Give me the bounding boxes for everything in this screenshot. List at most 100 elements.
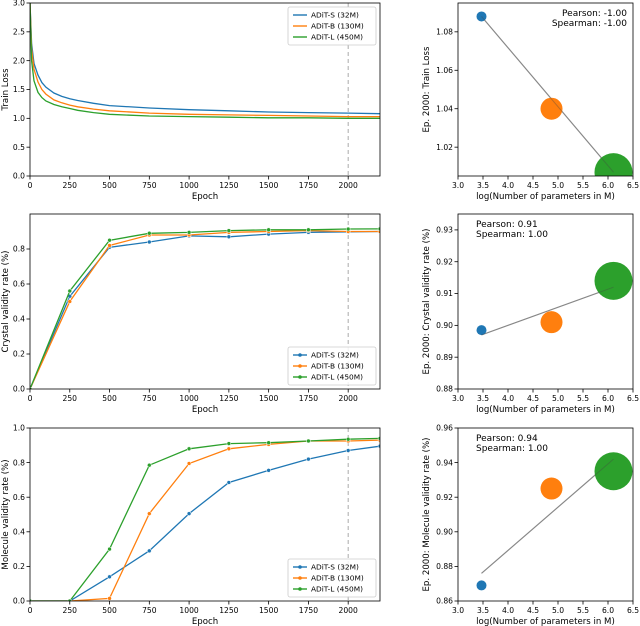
crystal-scatter-panel: 3.0 3.5 4.0 4.5 5.0 5.5 6.0 6.5 0.88 0.89 0.90 0.91… (422, 213, 639, 415)
crystal-curve-legend: ADiT-S (32M) ADiT-B (130M) ADiT-L (450M) (287, 346, 377, 386)
molecule-curve-series-point (147, 462, 152, 468)
crystal-curve-series-point (186, 230, 192, 235)
crystal-curve-legend-marker (298, 375, 302, 379)
loss-scatter-xtick-label: 5.0 (552, 181, 564, 190)
loss-scatter-ytick-label: 1.06 (436, 66, 453, 75)
crystal-curve-series-point (67, 299, 73, 304)
molecule-curve-series-point (266, 468, 271, 473)
loss-curve-xtick-label: 250 (63, 181, 78, 190)
loss-curve-series-line-0 (30, 3, 380, 115)
crystal-scatter-ytick-label: 0.92 (436, 257, 453, 266)
loss-curve-ylabel: Train Loss (1, 68, 11, 112)
crystal-scatter-xtick-label: 6.5 (627, 394, 639, 403)
loss-scatter-ytick-label: 1.02 (436, 143, 453, 152)
molecule-scatter-ytick-label: 0.88 (436, 562, 453, 571)
crystal-curve-xtick-label: 0 (28, 394, 33, 403)
crystal-scatter-xtick-label: 5.5 (577, 394, 589, 403)
molecule-scatter-xtick-label: 6.0 (602, 606, 614, 615)
molecule-curve-legend-label: ADiT-B (130M) (311, 574, 364, 583)
crystal-curve-legend-marker (298, 353, 302, 357)
molecule-curve-series-point (306, 438, 311, 444)
molecule-curve-ylabel: Molecule validity rate (%) (1, 459, 11, 569)
molecule-curve-xtick-label: 1000 (179, 606, 198, 615)
crystal-curve-xtick-label: 2000 (339, 394, 358, 403)
crystal-scatter-point-2 (594, 261, 633, 300)
loss-curve-xtick-label: 1250 (219, 181, 238, 190)
molecule-curve-xlabel: Epoch (192, 617, 218, 626)
molecule-scatter-xtick-label: 4.5 (527, 606, 539, 615)
crystal-curve-ytick-label: 0.2 (13, 350, 25, 359)
molecule-scatter-ytick-label: 0.96 (436, 424, 453, 433)
crystal-curve-xtick-label: 500 (102, 394, 117, 403)
molecule-curve-xtick-label: 500 (102, 606, 117, 615)
loss-scatter-point-1 (540, 97, 563, 120)
molecule-curve-series-point (377, 436, 380, 441)
crystal-curve-xlabel: Epoch (192, 405, 218, 415)
crystal-curve-series-point (147, 231, 152, 236)
molecule-curve-panel: 0 250 500 750 1000 1250 1500 1750 2000 0.0 0.2 0.4 0… (1, 424, 381, 626)
loss-curve-ytick-label: 0.0 (13, 172, 25, 181)
molecule-curve-series-point (377, 443, 380, 449)
molecule-curve-legend-marker (298, 565, 302, 569)
molecule-curve-series-point (186, 446, 192, 452)
crystal-curve-legend-marker (298, 364, 302, 368)
loss-curve-plot-area (30, 3, 380, 176)
loss-curve-ytick-label: 3.0 (13, 0, 25, 8)
loss-curve-xtick-label: 500 (102, 181, 117, 190)
loss-scatter-annotation-line: Spearman: -1.00 (552, 19, 627, 29)
molecule-curve-xtick-label: 1250 (219, 606, 238, 615)
crystal-curve-series-point (266, 227, 271, 232)
loss-curve-ytick-label: 2.0 (13, 56, 25, 65)
loss-scatter-annotation-line: Pearson: -1.00 (562, 9, 627, 19)
molecule-curve-xtick-label: 750 (142, 606, 157, 615)
molecule-curve-ytick-label: 0.8 (13, 458, 25, 467)
crystal-scatter-ylabel: Ep. 2000: Crystal validity rate (%) (422, 229, 432, 375)
loss-curve-xtick-label: 1500 (259, 181, 278, 190)
crystal-curve-ytick-label: 0.0 (13, 385, 25, 394)
loss-curve-legend: ADiT-S (32M) ADiT-B (130M) ADiT-L (450M) (287, 6, 377, 46)
molecule-curve-series-point (107, 574, 112, 580)
loss-curve-xtick-label: 0 (28, 181, 33, 190)
crystal-curve-ytick-label: 0.6 (13, 280, 25, 289)
molecule-curve-axes-frame (29, 427, 381, 602)
molecule-curve-xtick-label: 0 (28, 606, 33, 615)
crystal-scatter-ytick-label: 0.88 (436, 385, 453, 394)
crystal-scatter-xtick-label: 4.5 (527, 394, 539, 403)
molecule-curve-series-line-1 (30, 439, 380, 601)
crystal-curve-xtick-label: 1750 (299, 394, 318, 403)
crystal-scatter-ytick-label: 0.89 (436, 353, 453, 362)
molecule-curve-ytick-label: 0.4 (13, 528, 25, 537)
loss-scatter-xtick-label: 6.0 (602, 181, 614, 190)
molecule-scatter-panel: 3.0 3.5 4.0 4.5 5.0 5.5 6.0 6.5 0.86 0.88 0.90 0.92… (422, 424, 639, 626)
molecule-scatter-annotation-line: Spearman: 1.00 (476, 444, 548, 454)
crystal-scatter-xtick-label: 6.0 (602, 394, 614, 403)
crystal-curve-series-point (306, 227, 311, 232)
loss-curve-panel: 0 250 500 750 1000 1250 1500 1750 2000 0.0 0.5 1.0 1… (1, 0, 381, 202)
molecule-curve-legend-label: ADiT-S (32M) (311, 563, 359, 572)
molecule-curve-ytick-label: 1.0 (13, 424, 25, 433)
crystal-curve-series-point (107, 238, 112, 243)
loss-curve-ytick-label: 1.5 (13, 85, 25, 94)
loss-curve-series-line-2 (30, 3, 380, 119)
loss-curve-legend-label: ADiT-L (450M) (311, 33, 363, 42)
loss-scatter-xtick-label: 3.5 (477, 181, 489, 190)
loss-curve-xtick-label: 750 (142, 181, 157, 190)
loss-curve-legend-label: ADiT-S (32M) (311, 11, 359, 20)
molecule-curve-series-line-0 (30, 445, 380, 601)
molecule-curve-series-point (226, 480, 232, 485)
loss-scatter-ytick-label: 1.04 (436, 104, 453, 113)
crystal-curve-legend-label: ADiT-L (450M) (311, 373, 363, 382)
molecule-curve-series-point (67, 598, 73, 601)
loss-curve-series-line-1 (30, 3, 380, 118)
crystal-curve-xtick-label: 1000 (179, 394, 198, 403)
loss-scatter-plot-area (476, 11, 633, 176)
molecule-scatter-xtick-label: 5.5 (577, 606, 589, 615)
loss-curve-legend-label: ADiT-B (130M) (311, 22, 364, 31)
molecule-curve-legend: ADiT-S (32M) ADiT-B (130M) ADiT-L (450M) (287, 558, 377, 598)
crystal-curve-plot-area (30, 214, 380, 389)
crystal-curve-series-point (30, 386, 33, 389)
molecule-curve-xtick-label: 1500 (259, 606, 278, 615)
crystal-scatter-annotation-line: Spearman: 1.00 (476, 230, 548, 240)
crystal-scatter-point-1 (540, 311, 563, 334)
